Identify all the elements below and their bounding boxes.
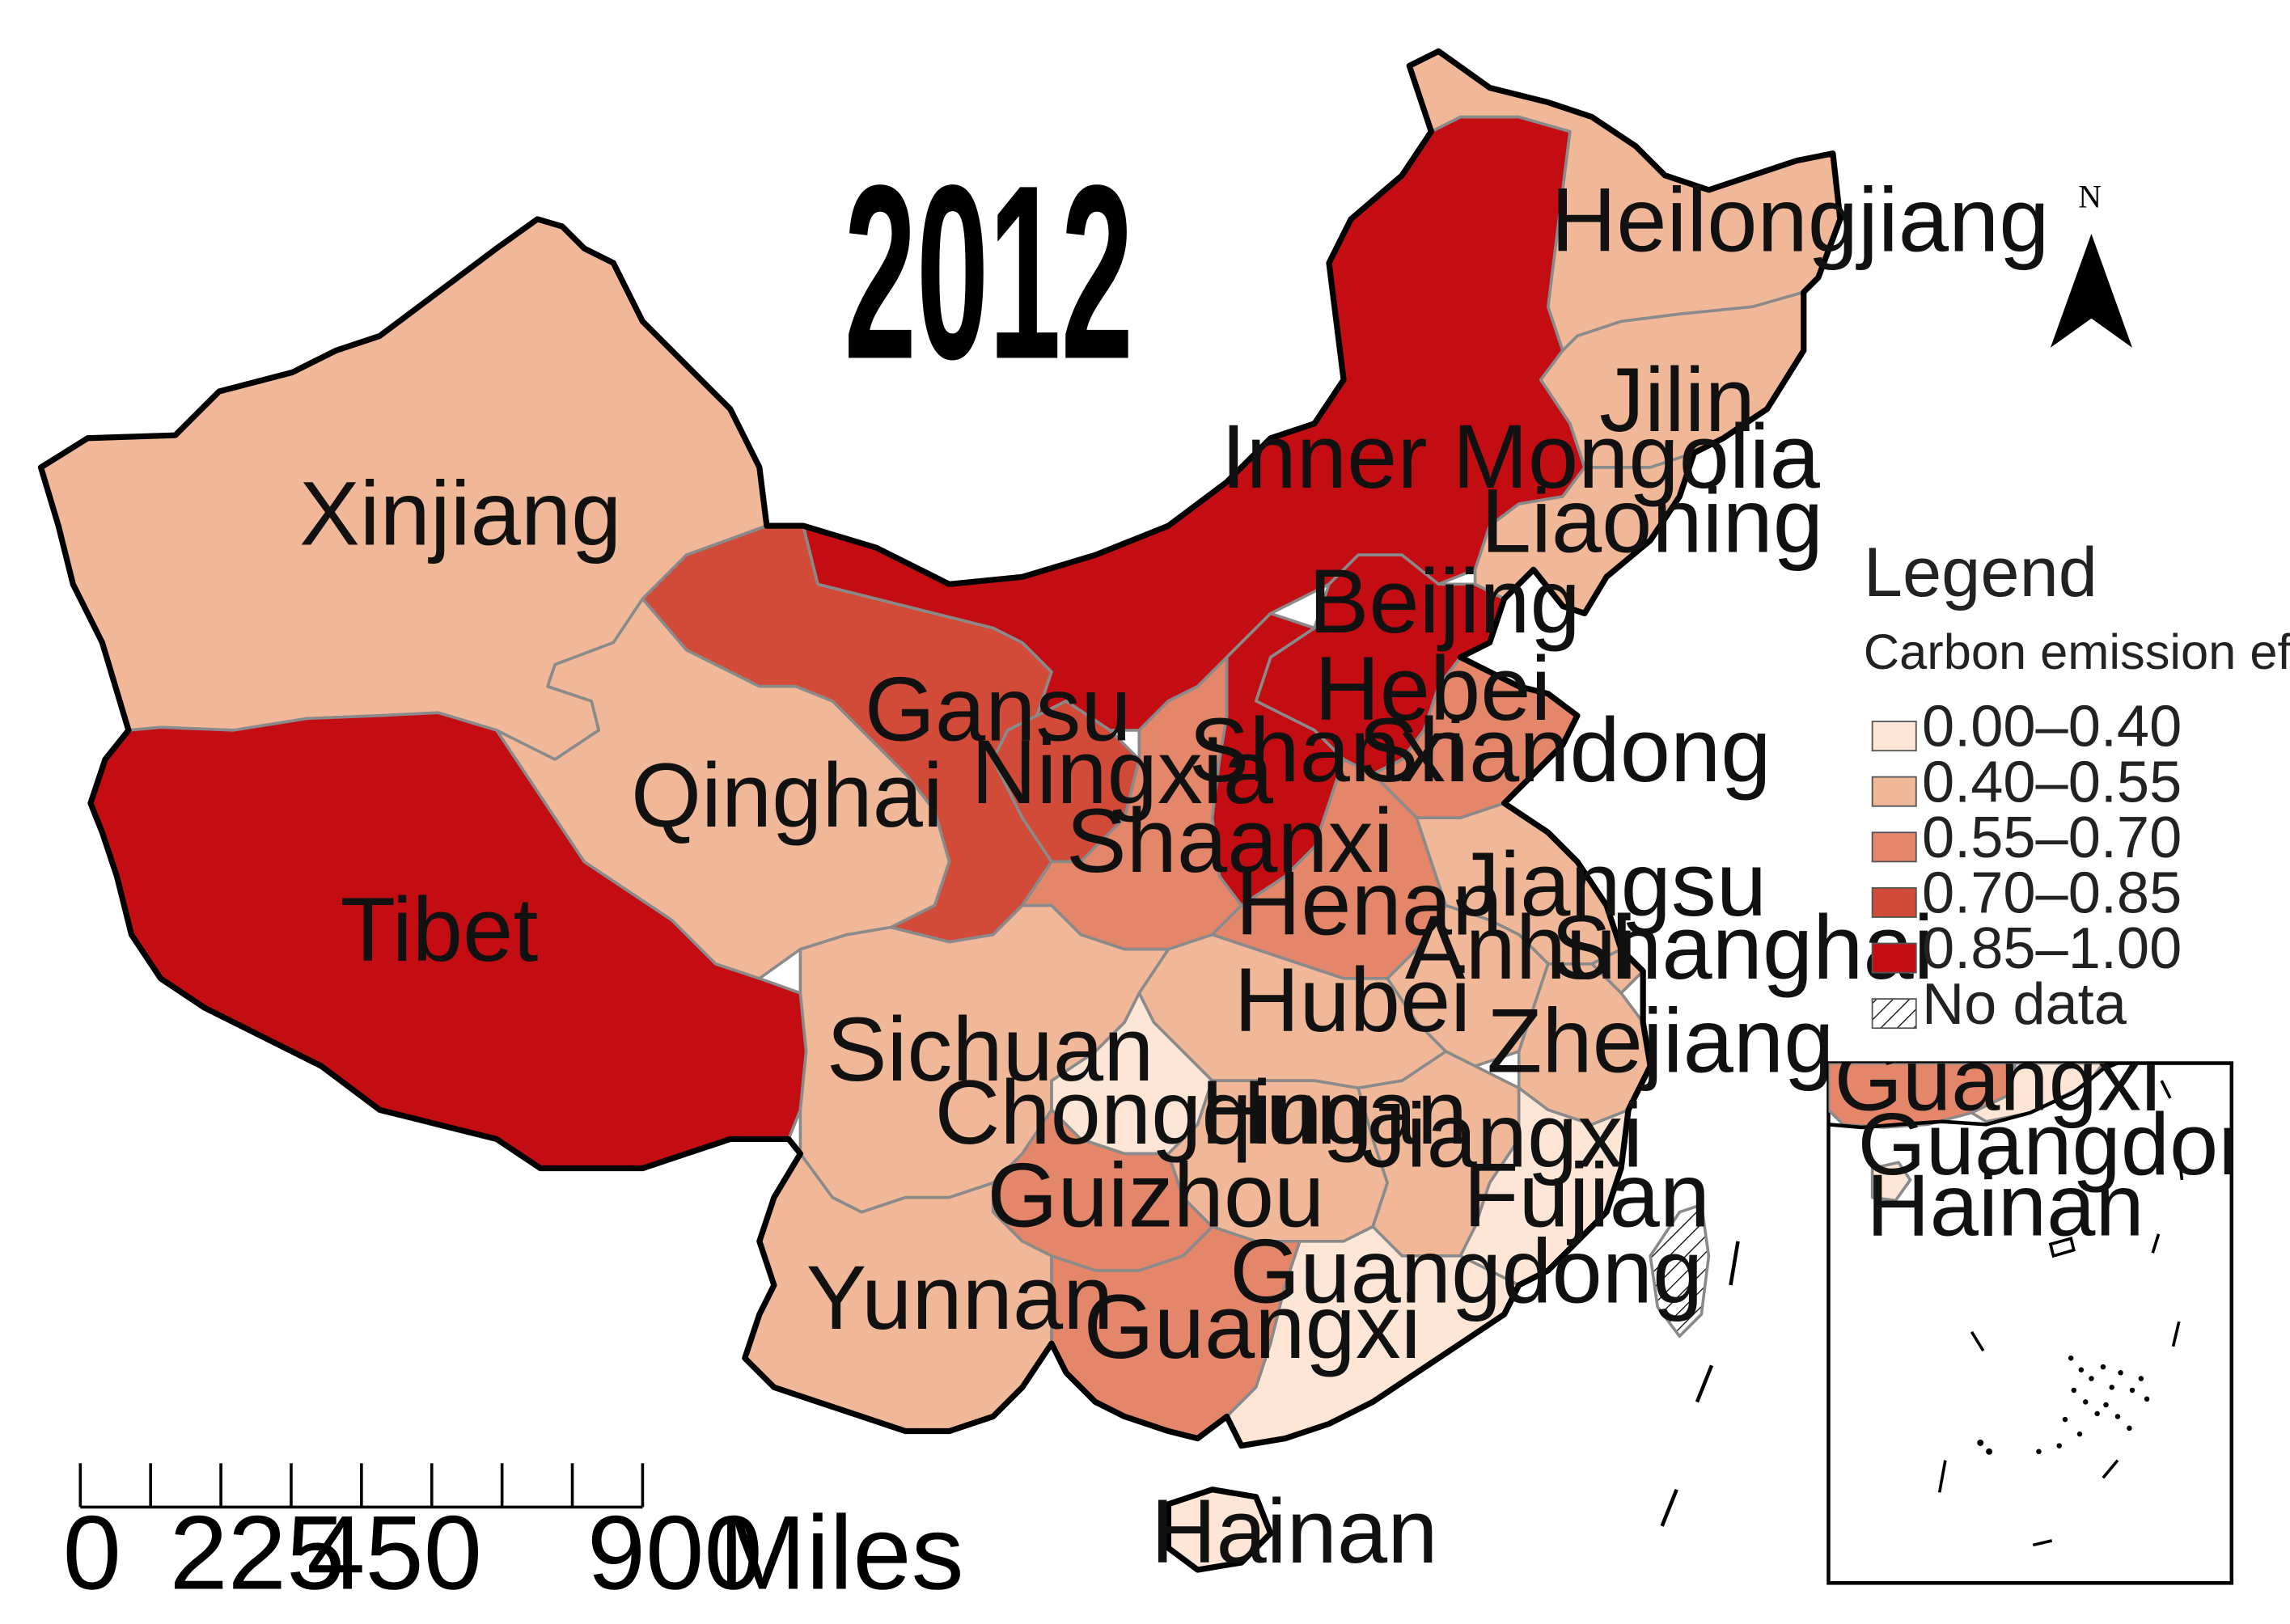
legend-label-5: No data [1922, 972, 2127, 1037]
label-sichuan: Sichuan [827, 999, 1154, 1100]
legend-subtitle: Carbon emission efficiency [1864, 624, 2290, 680]
scale-unit: Miles [718, 1494, 963, 1612]
label-jilin: Jilin [1599, 349, 1755, 450]
legend-swatch-3 [1871, 886, 1917, 918]
label-zhejiang: Zhejiang [1487, 990, 1834, 1091]
inset-map: Guangxi Guangdong Hainan [1826, 1030, 2290, 1585]
legend-label-3: 0.70–0.85 [1922, 861, 2182, 926]
legend-label-0: 0.00–0.40 [1922, 695, 2182, 759]
legend-swatch-0 [1871, 721, 1917, 752]
scale-label-450: 450 [307, 1494, 482, 1612]
north-arrow: N [2050, 180, 2133, 348]
inset-islands [1977, 1355, 2150, 1455]
label-anhui: Anhui [1405, 897, 1636, 998]
legend: Legend Carbon emission efficiency 0.00–0… [1864, 534, 2290, 1037]
label-hubei: Hubei [1234, 949, 1471, 1051]
label-ningxia: Ningxia [971, 721, 1274, 823]
province-layer [39, 49, 1842, 1571]
inset-label-hainan: Hainan [1866, 1157, 2144, 1254]
label-jiangxi: Jiangxi [1361, 1085, 1643, 1186]
inset-frame [1826, 1061, 2234, 1585]
label-inner-mongolia: Inner Mongolia [1221, 406, 1820, 507]
label-shandong: Shandong [1358, 700, 1771, 801]
label-jiangsu: Jiangsu [1454, 834, 1767, 935]
north-arrow-icon [2050, 234, 2133, 348]
label-chongqing: Chongqing [935, 1062, 1374, 1163]
map-title: 2012 [844, 133, 1133, 411]
label-guizhou: Guizhou [988, 1145, 1325, 1246]
label-yunnan: Yunnan [806, 1247, 1114, 1348]
scale-bar: 0 225 450 900 Miles [63, 1463, 964, 1612]
legend-swatch-5 [1871, 998, 1917, 1030]
label-liaoning: Liaoning [1481, 471, 1823, 572]
legend-label-4: 0.85–1.00 [1922, 916, 2182, 981]
inset-hainan [1870, 1161, 1912, 1203]
scale-label-0: 0 [63, 1494, 121, 1612]
label-guangdong: Guangdong [1230, 1221, 1703, 1322]
label-shaanxi: Shaanxi [1066, 790, 1394, 891]
label-xinjiang: Xinjiang [299, 463, 621, 565]
legend-label-2: 0.55–0.70 [1922, 806, 2182, 870]
label-hebei: Hebei [1314, 638, 1551, 739]
inset-label-guangdong: Guangdong [1858, 1095, 2290, 1193]
label-henan: Henan [1235, 853, 1502, 954]
north-label: N [2078, 180, 2102, 215]
label-beijing: Beijing [1309, 551, 1581, 652]
label-gansu: Gansu [865, 659, 1132, 760]
label-qinghai: Qinghai [631, 745, 943, 846]
label-fujian: Fujian [1463, 1145, 1710, 1246]
label-guangxi: Guangxi [1084, 1276, 1421, 1377]
legend-swatch-1 [1871, 776, 1917, 807]
label-shanghai: Shanghai [1551, 897, 1933, 998]
legend-title: Legend [1864, 534, 2097, 611]
label-tibet: Tibet [341, 879, 539, 980]
scale-label-225: 225 [169, 1494, 345, 1612]
label-hainan: Hainan [1151, 1481, 1438, 1582]
label-heilongjiang: Heilongjiang [1551, 170, 2049, 271]
hainan-border [1165, 1487, 1274, 1573]
inset-label-guangxi: Guangxi [1835, 1030, 2161, 1128]
province-taiwan[interactable] [1649, 1203, 1711, 1338]
legend-items: 0.00–0.400.40–0.550.55–0.700.70–0.850.85… [1871, 695, 2182, 1037]
province-labels: Xinjiang Tibet Qinghai Gansu Ningxia Inn… [299, 170, 2049, 1582]
legend-swatch-4 [1871, 942, 1917, 974]
scale-label-900: 900 [587, 1494, 763, 1612]
legend-swatch-2 [1871, 831, 1917, 863]
label-shanxi: Shanxi [1189, 700, 1466, 801]
legend-label-1: 0.40–0.55 [1922, 750, 2182, 814]
sea-boundary-lines [1660, 1241, 1740, 1527]
national-border [37, 48, 1843, 1449]
label-hunan: Hunan [1200, 1062, 1467, 1163]
